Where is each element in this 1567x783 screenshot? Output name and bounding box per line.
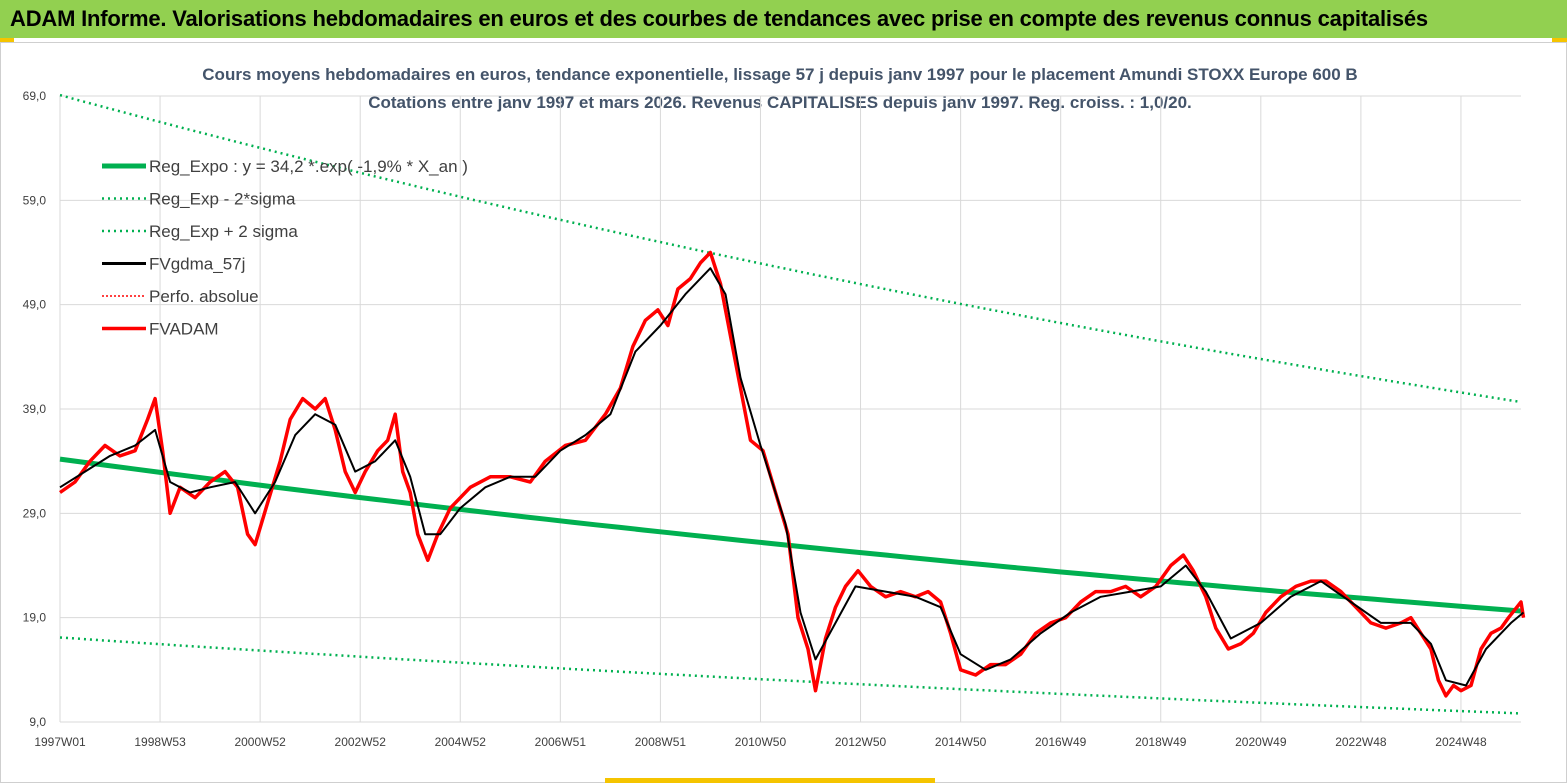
chart-title: Cours moyens hebdomadaires en euros, ten… bbox=[202, 65, 1357, 84]
x-tick-label: 2006W51 bbox=[535, 735, 587, 749]
upper-sigma-line bbox=[59, 93, 1522, 404]
x-tick-label: 2024W48 bbox=[1435, 735, 1487, 749]
grid-lines bbox=[59, 95, 1521, 723]
y-tick-label: 19,0 bbox=[23, 611, 47, 625]
title-banner: ADAM Informe. Valorisations hebdomadaire… bbox=[0, 0, 1567, 38]
y-tick-label: 39,0 bbox=[23, 402, 47, 416]
x-tick-label: 2008W51 bbox=[635, 735, 687, 749]
x-tick-label: 2002W52 bbox=[335, 735, 387, 749]
legend-label-perfo: Perfo. absolue bbox=[149, 287, 259, 306]
y-tick-label: 29,0 bbox=[23, 506, 47, 520]
chart-subtitle: Cotations entre janv 1997 et mars 2026. … bbox=[368, 93, 1192, 112]
y-tick-label: 69,0 bbox=[23, 89, 47, 103]
x-tick-label: 2000W52 bbox=[234, 735, 286, 749]
x-tick-label: 2022W48 bbox=[1335, 735, 1387, 749]
x-axis: 1997W01 1998W53 2000W52 2002W52 2004W52 2006W… bbox=[34, 735, 1487, 749]
x-tick-label: 2016W49 bbox=[1035, 735, 1087, 749]
y-tick-label: 9,0 bbox=[29, 715, 46, 729]
legend-label-lo: Reg_Exp - 2*sigma bbox=[149, 190, 296, 209]
x-tick-label: 2014W50 bbox=[935, 735, 987, 749]
y-tick-label: 59,0 bbox=[23, 193, 47, 207]
legend-label-reg: Reg_Expo : y = 34,2 *.exp( -1,9% * X_an … bbox=[149, 157, 468, 176]
fvadam-line bbox=[58, 250, 1526, 698]
x-tick-label: 2004W52 bbox=[435, 735, 487, 749]
lower-sigma-line bbox=[59, 636, 1522, 715]
x-tick-label: 2012W50 bbox=[835, 735, 887, 749]
legend-label-fva: FVADAM bbox=[149, 320, 219, 339]
y-tick-label: 49,0 bbox=[23, 298, 47, 312]
x-tick-label: 1997W01 bbox=[34, 735, 86, 749]
corner-accent-right bbox=[1552, 38, 1567, 42]
page-title: ADAM Informe. Valorisations hebdomadaire… bbox=[10, 6, 1428, 31]
bottom-accent-bar bbox=[605, 778, 935, 783]
fvgdma-line bbox=[59, 267, 1525, 687]
chart-svg: Cours moyens hebdomadaires en euros, ten… bbox=[23, 65, 1526, 749]
x-tick-label: 2010W50 bbox=[735, 735, 787, 749]
x-tick-label: 2018W49 bbox=[1135, 735, 1187, 749]
regression-line bbox=[59, 456, 1522, 614]
x-tick-label: 1998W53 bbox=[134, 735, 186, 749]
legend-label-hi: Reg_Exp + 2 sigma bbox=[149, 222, 298, 241]
legend-label-fvg: FVgdma_57j bbox=[149, 255, 245, 274]
corner-accent-left bbox=[0, 38, 14, 42]
plot-series bbox=[58, 93, 1526, 715]
legend: Reg_Expo : y = 34,2 *.exp( -1,9% * X_an … bbox=[102, 157, 468, 339]
y-axis: 69,0 59,0 49,0 39,0 29,0 19,0 9,0 bbox=[23, 89, 47, 729]
x-tick-label: 2020W49 bbox=[1235, 735, 1287, 749]
